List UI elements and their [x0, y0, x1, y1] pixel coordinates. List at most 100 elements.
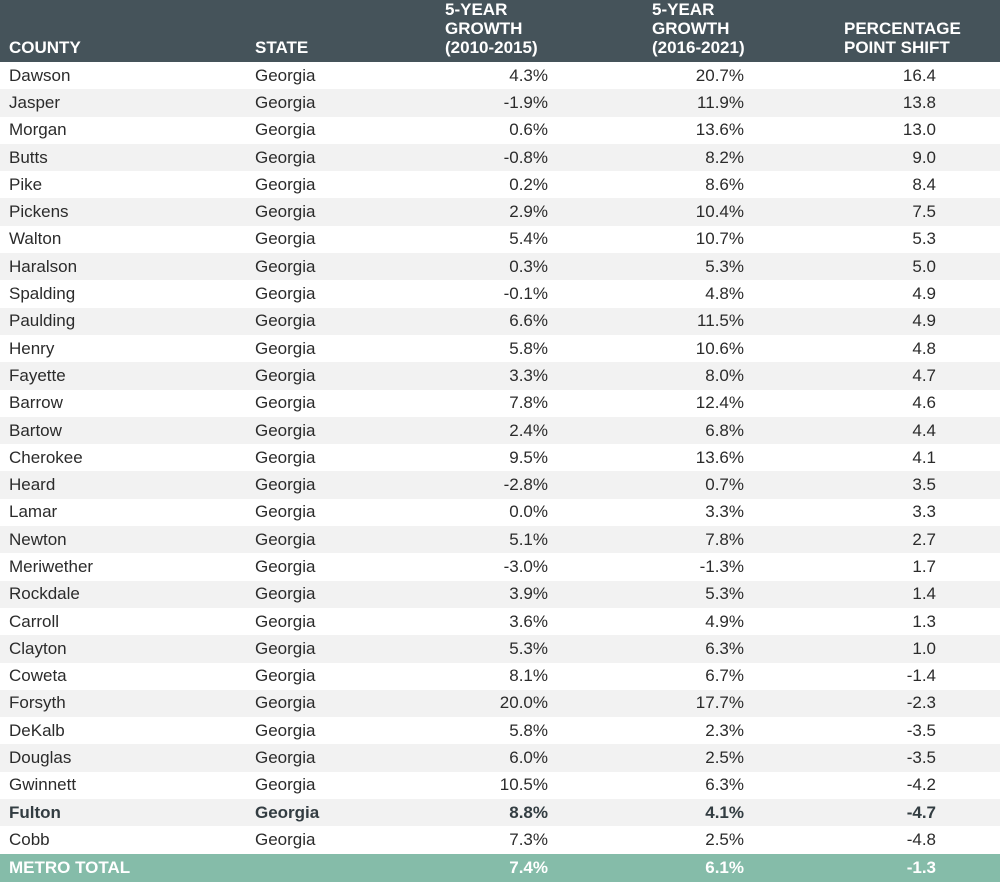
- table-row: Fulton Georgia 8.8% 4.1% -4.7: [0, 799, 1000, 827]
- cell-state: Georgia: [255, 65, 316, 85]
- cell-state: Georgia: [255, 393, 316, 413]
- cell-growth-2016-2021: 0.7%: [705, 475, 744, 495]
- cell-point-shift: 3.3: [912, 502, 936, 522]
- cell-state: Georgia: [255, 666, 316, 686]
- cell-state: Georgia: [255, 502, 316, 522]
- cell-county: Meriwether: [9, 556, 94, 576]
- cell-growth-2016-2021: 6.3%: [705, 638, 744, 658]
- total-state: [255, 854, 355, 882]
- table-row: Jasper Georgia -1.9% 11.9% 13.8: [0, 89, 1000, 117]
- cell-county: Lamar: [9, 502, 58, 522]
- cell-point-shift: 9.0: [912, 147, 936, 167]
- cell-state: Georgia: [255, 365, 316, 385]
- cell-county: Paulding: [9, 311, 76, 331]
- cell-growth-2010-2015: -0.1%: [503, 284, 548, 304]
- cell-county: Barrow: [9, 393, 63, 413]
- cell-county: DeKalb: [9, 720, 65, 740]
- cell-state: Georgia: [255, 202, 316, 222]
- cell-state: Georgia: [255, 802, 320, 822]
- table-row: Lamar Georgia 0.0% 3.3% 3.3: [0, 499, 1000, 526]
- cell-point-shift: 4.8: [912, 338, 936, 358]
- cell-point-shift: 4.4: [912, 420, 936, 440]
- cell-point-shift: 4.9: [912, 284, 936, 304]
- cell-state: Georgia: [255, 447, 316, 467]
- cell-state: Georgia: [255, 147, 316, 167]
- header-point-shift-line1: PERCENTAGE: [844, 19, 961, 38]
- cell-growth-2010-2015: 0.0%: [509, 502, 548, 522]
- cell-point-shift: -3.5: [906, 748, 936, 768]
- cell-county: Bartow: [9, 420, 62, 440]
- cell-growth-2010-2015: 8.8%: [509, 802, 548, 822]
- cell-state: Georgia: [255, 229, 316, 249]
- cell-county: Jasper: [9, 92, 61, 112]
- header-state: STATE: [255, 38, 309, 57]
- cell-state: Georgia: [255, 638, 316, 658]
- cell-growth-2016-2021: 2.3%: [705, 720, 744, 740]
- cell-point-shift: 5.0: [912, 256, 936, 276]
- cell-county: Coweta: [9, 666, 67, 686]
- cell-growth-2016-2021: 8.2%: [705, 147, 744, 167]
- cell-state: Georgia: [255, 829, 316, 849]
- cell-point-shift: 2.7: [912, 529, 936, 549]
- cell-growth-2016-2021: 11.9%: [697, 92, 744, 112]
- cell-growth-2010-2015: 9.5%: [509, 447, 548, 467]
- cell-point-shift: -3.5: [906, 720, 936, 740]
- cell-growth-2016-2021: 13.6%: [695, 120, 744, 140]
- cell-point-shift: 16.4: [902, 65, 936, 85]
- cell-state: Georgia: [255, 556, 316, 576]
- cell-growth-2010-2015: 20.0%: [499, 693, 548, 713]
- cell-county: Rockdale: [9, 584, 80, 604]
- cell-point-shift: -4.2: [906, 775, 936, 795]
- cell-growth-2016-2021: 10.7%: [695, 229, 744, 249]
- cell-growth-2010-2015: -1.9%: [503, 92, 548, 112]
- header-growth-2016-2021: 5-YEAR GROWTH (2016-2021): [555, 0, 751, 62]
- cell-growth-2016-2021: 12.4%: [695, 393, 744, 413]
- cell-growth-2016-2021: 10.4%: [695, 202, 744, 222]
- cell-growth-2010-2015: 7.8%: [509, 393, 548, 413]
- cell-state: Georgia: [255, 748, 316, 768]
- table-row: Pickens Georgia 2.9% 10.4% 7.5: [0, 198, 1000, 226]
- cell-state: Georgia: [255, 92, 316, 112]
- cell-growth-2010-2015: -2.8%: [503, 475, 548, 495]
- cell-county: Douglas: [9, 748, 72, 768]
- cell-county: Gwinnett: [9, 775, 77, 795]
- cell-county: Morgan: [9, 120, 67, 140]
- table-row: Rockdale Georgia 3.9% 5.3% 1.4: [0, 580, 1000, 608]
- cell-growth-2010-2015: 0.3%: [509, 256, 548, 276]
- cell-growth-2016-2021: 7.8%: [705, 529, 744, 549]
- cell-state: Georgia: [255, 611, 316, 631]
- total-label: METRO TOTAL: [9, 857, 131, 877]
- table-row: Fayette Georgia 3.3% 8.0% 4.7: [0, 362, 1000, 390]
- cell-point-shift: 1.4: [912, 584, 936, 604]
- table-row: Cherokee Georgia 9.5% 13.6% 4.1: [0, 444, 1000, 471]
- header-growth-2010-2015-line2: (2010-2015): [445, 38, 538, 57]
- cell-county: Fayette: [9, 365, 66, 385]
- cell-county: Pike: [9, 174, 43, 194]
- cell-point-shift: 4.9: [912, 311, 936, 331]
- table-row: Carroll Georgia 3.6% 4.9% 1.3: [0, 608, 1000, 635]
- cell-growth-2010-2015: 6.6%: [509, 311, 548, 331]
- cell-point-shift: -1.4: [906, 666, 936, 686]
- cell-point-shift: -2.3: [906, 693, 936, 713]
- table-body: Dawson Georgia 4.3% 20.7% 16.4 Jasper Georgia -…: [0, 62, 1000, 854]
- cell-growth-2010-2015: 5.4%: [509, 229, 548, 249]
- cell-point-shift: 8.4: [912, 174, 936, 194]
- cell-growth-2010-2015: 6.0%: [509, 748, 548, 768]
- cell-point-shift: 13.8: [902, 92, 936, 112]
- table-row: Paulding Georgia 6.6% 11.5% 4.9: [0, 307, 1000, 335]
- cell-growth-2016-2021: 3.3%: [705, 502, 744, 522]
- header-row: COUNTY STATE 5-YEAR GROWTH (2010-2015) 5…: [0, 0, 1000, 62]
- table-row: Heard Georgia -2.8% 0.7% 3.5: [0, 471, 1000, 499]
- header-growth-2016-2021-line1: 5-YEAR GROWTH: [652, 0, 730, 38]
- cell-point-shift: 1.3: [912, 611, 936, 631]
- table-row: Clayton Georgia 5.3% 6.3% 1.0: [0, 635, 1000, 663]
- cell-growth-2010-2015: 5.3%: [509, 638, 548, 658]
- cell-growth-2010-2015: 0.6%: [509, 120, 548, 140]
- cell-point-shift: -4.8: [906, 829, 936, 849]
- cell-growth-2016-2021: 20.7%: [695, 65, 744, 85]
- table-row: Gwinnett Georgia 10.5% 6.3% -4.2: [0, 772, 1000, 799]
- cell-state: Georgia: [255, 256, 316, 276]
- cell-county: Pickens: [9, 202, 69, 222]
- cell-growth-2016-2021: 17.7%: [695, 693, 744, 713]
